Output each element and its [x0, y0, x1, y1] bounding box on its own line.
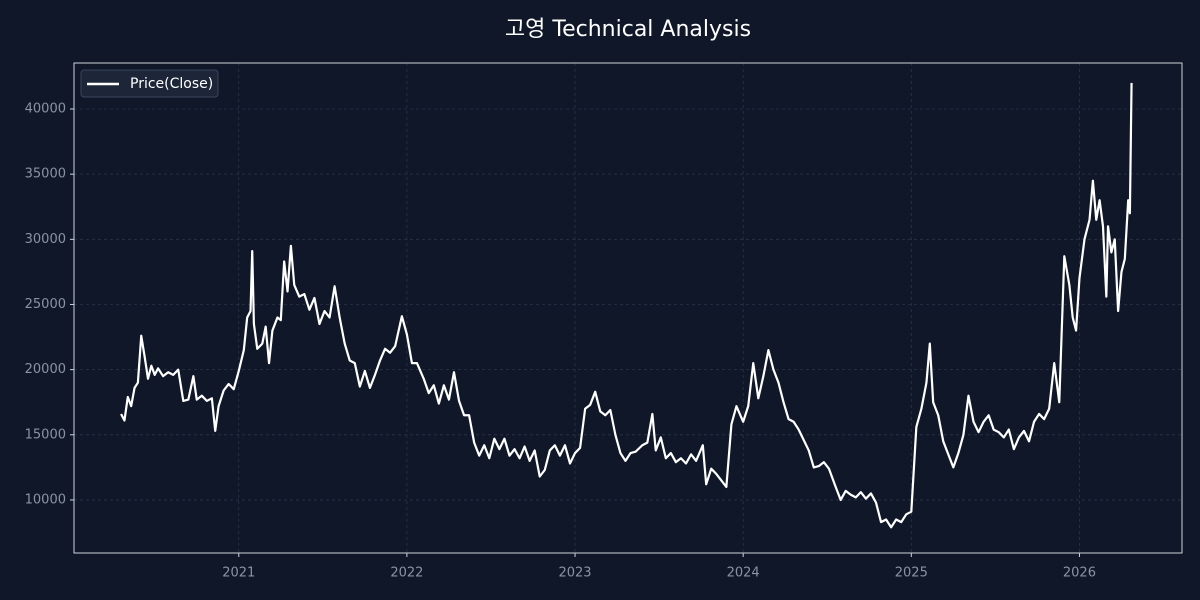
x-tick-label: 2022 — [390, 566, 423, 581]
x-tick-label: 2026 — [1063, 566, 1096, 581]
legend-label: Price(Close) — [130, 76, 213, 92]
y-tick-label: 15000 — [25, 427, 66, 442]
legend-box — [80, 69, 219, 98]
x-tick-label: 2021 — [222, 566, 255, 581]
x-tick-label: 2023 — [558, 566, 591, 581]
y-tick-label: 20000 — [25, 362, 66, 377]
y-tick-label: 25000 — [25, 297, 66, 312]
y-tick-label: 35000 — [25, 167, 66, 182]
plot — [120, 82, 1133, 529]
x-tick-label: 2024 — [727, 566, 760, 581]
y-tick-label: 10000 — [25, 492, 66, 507]
y-tick-label: 30000 — [25, 232, 66, 247]
y-tick-label: 40000 — [25, 102, 66, 117]
x-tick-label: 2025 — [895, 566, 928, 581]
grid: 10000 15000 20000 25000 30000 35000 40000 2021 2… — [25, 63, 1182, 581]
plot-frame — [73, 62, 1183, 554]
legend: Price(Close) — [80, 69, 219, 98]
chart-title: 고영 Technical Analysis — [505, 17, 751, 42]
price-line — [120, 82, 1133, 529]
